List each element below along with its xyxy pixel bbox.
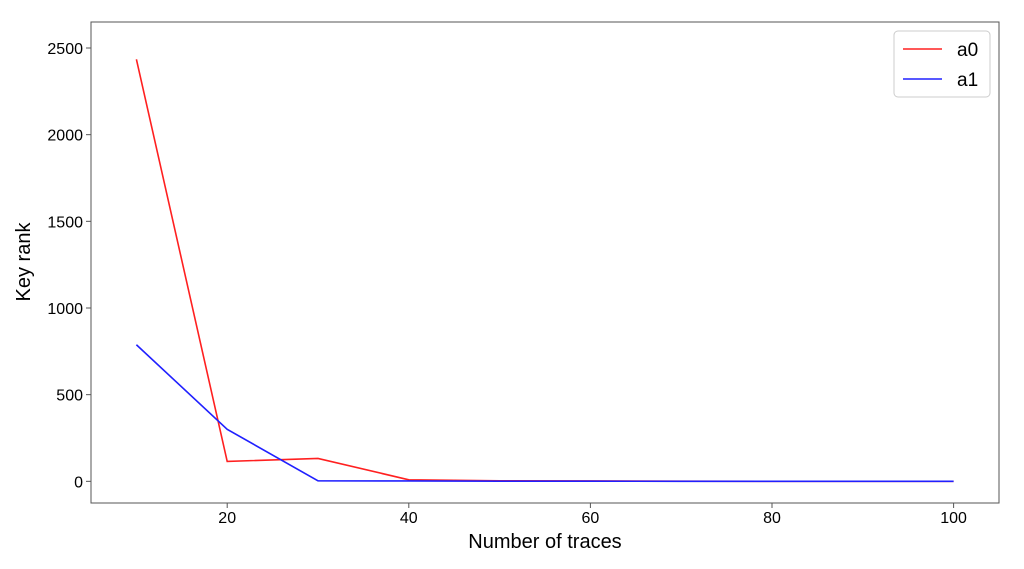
y-axis-label: Key rank [13,222,35,302]
y-tick-label: 2000 [47,128,83,145]
plot-frame [91,22,999,503]
x-tick-label: 100 [940,510,967,527]
y-tick-label: 500 [56,388,83,405]
x-tick-label: 40 [400,510,418,527]
x-tick-label: 60 [582,510,600,527]
series-line-a0 [136,59,953,481]
y-tick-label: 1000 [47,301,83,318]
y-tick-label: 0 [74,474,83,491]
x-tick-label: 20 [218,510,236,527]
legend-label-a0: a0 [957,40,978,61]
legend-label-a1: a1 [957,70,978,91]
y-tick-label: 1500 [47,214,83,231]
x-tick-label: 80 [763,510,781,527]
x-axis-label: Number of traces [468,531,621,553]
y-tick-label: 2500 [47,41,83,58]
